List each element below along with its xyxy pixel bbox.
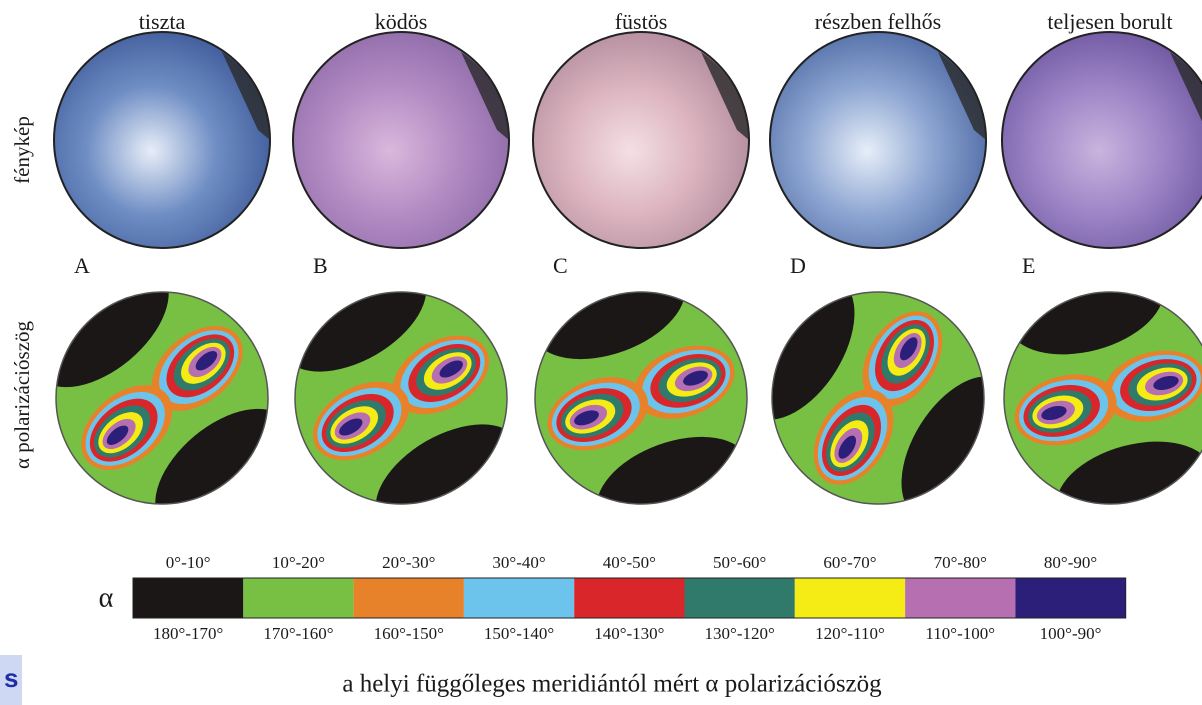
- legend-top-label: 10°-20°: [272, 553, 325, 572]
- column-title: tiszta: [139, 9, 186, 34]
- legend-swatch: [464, 578, 574, 618]
- legend-swatch: [905, 578, 1015, 618]
- legend-top-label: 80°-90°: [1044, 553, 1097, 572]
- polarization-pattern: [518, 239, 764, 557]
- legend-bottom-label: 110°-100°: [925, 624, 995, 643]
- legend-swatch: [1015, 578, 1125, 618]
- sky-photo: [770, 32, 986, 248]
- figure-page: fénykép α polarizációszög α a helyi függ…: [0, 0, 1202, 705]
- legend-bottom-label: 120°-110°: [815, 624, 885, 643]
- sky-photo: [1002, 32, 1202, 248]
- legend-swatch: [685, 578, 795, 618]
- column-title: ködös: [375, 9, 428, 34]
- legend-swatch: [133, 578, 243, 618]
- sky-photo: [293, 32, 509, 248]
- corner-text: s: [4, 663, 18, 693]
- polarization-pattern: [996, 242, 1202, 554]
- column-title: teljesen borult: [1047, 9, 1172, 34]
- legend-top-label: 60°-70°: [823, 553, 876, 572]
- legend-top-label: 70°-80°: [934, 553, 987, 572]
- legend-swatch: [243, 578, 353, 618]
- row-label: fénykép: [10, 116, 34, 184]
- legend-swatch: [354, 578, 464, 618]
- row-label: α polarizációszög: [10, 320, 34, 469]
- polarization-pattern: [717, 256, 1039, 540]
- figure: fénykép α polarizációszög α a helyi függ…: [0, 0, 1202, 705]
- legend-bottom-label: 180°-170°: [153, 624, 223, 643]
- column-title: részben felhős: [815, 9, 941, 34]
- panel-letter: A: [74, 253, 90, 278]
- legend-swatch: [574, 578, 684, 618]
- panel-letter: D: [790, 253, 806, 278]
- legend-bottom-label: 170°-160°: [263, 624, 333, 643]
- panel-letter: B: [313, 253, 328, 278]
- polarization-pattern: [262, 237, 541, 559]
- legend-top-label: 30°-40°: [492, 553, 545, 572]
- legend-top-label: 50°-60°: [713, 553, 766, 572]
- panel-letter: E: [1022, 253, 1035, 278]
- legend-swatch: [795, 578, 905, 618]
- legend-bottom-label: 150°-140°: [484, 624, 554, 643]
- caption: a helyi függőleges meridiántól mért α po…: [342, 671, 882, 698]
- legend-top-label: 20°-30°: [382, 553, 435, 572]
- sky-photo: [533, 32, 749, 248]
- sky-photo: [54, 32, 270, 248]
- legend-bottom-label: 160°-150°: [374, 624, 444, 643]
- panel-letter: C: [553, 253, 568, 278]
- column-title: füstös: [615, 9, 668, 34]
- legend-top-label: 0°-10°: [166, 553, 211, 572]
- legend-top-label: 40°-50°: [603, 553, 656, 572]
- legend-bottom-label: 140°-130°: [594, 624, 664, 643]
- legend-bottom-label: 130°-120°: [705, 624, 775, 643]
- legend-symbol: α: [99, 582, 114, 613]
- legend-bottom-label: 100°-90°: [1040, 624, 1102, 643]
